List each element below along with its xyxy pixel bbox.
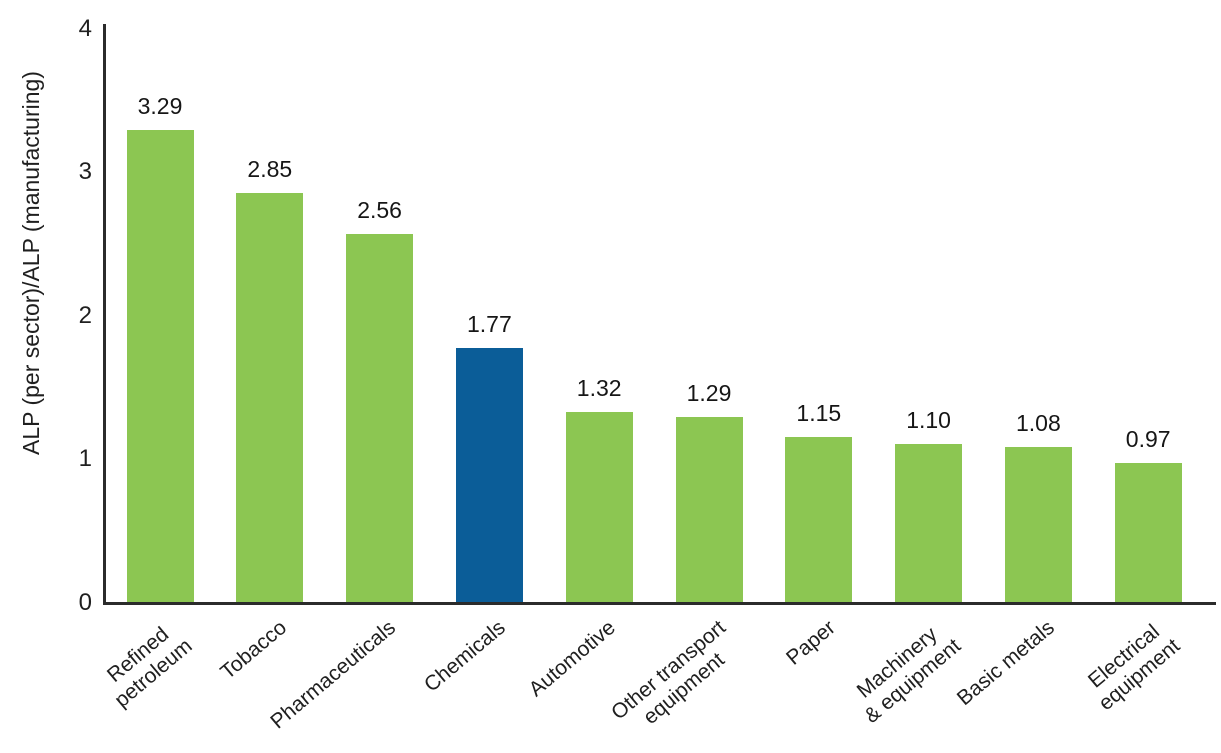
y-axis-line [103,24,106,605]
bar-refined-petroleum [126,130,194,602]
bar-value-label: 1.77 [467,311,512,337]
bar-value-label: 1.15 [796,400,842,426]
bar-basic-metals [1004,447,1072,602]
bar-value-label: 1.29 [686,380,732,406]
bar-other-transport-equipment [675,417,743,602]
bar-value-label: 2.85 [247,156,293,182]
bar-value-label: 3.29 [137,93,183,119]
bar-paper [785,437,853,602]
bar-electrical-equipment [1114,463,1182,602]
bar-value-label: 1.10 [906,407,951,433]
x-axis-label: Basic metals [953,616,1060,711]
x-axis-label: Other transport equipment [607,616,746,744]
bar-value-label: 1.08 [1016,410,1061,436]
x-axis-label-line: Paper [781,616,840,670]
bar-value-label: 0.97 [1125,426,1171,452]
x-axis-line [103,602,1216,605]
y-axis-tick-label: 1 [78,445,92,473]
bar-pharmaceuticals [346,234,414,602]
x-axis-label: Automotive [525,616,621,702]
x-axis-label: Chemicals [420,616,511,697]
bar-automotive [565,412,633,602]
x-axis-label-line: Tobacco [215,616,291,684]
y-axis-tick-label: 3 [78,158,92,186]
bar-value-label: 1.32 [576,375,622,401]
bar-chemicals [455,348,523,602]
x-axis-label-line: Basic metals [953,616,1060,711]
y-axis-tick-label: 4 [78,14,92,42]
x-axis-label: Refined petroleum [94,616,197,713]
x-axis-label: Paper [782,616,840,670]
x-axis-label: Machinery & equipment [844,616,965,729]
bar-machinery-equipment [895,444,963,602]
y-axis-tick-label: 2 [78,301,92,329]
x-axis-label: Tobacco [216,616,291,685]
y-axis-tick-label: 0 [78,589,92,616]
x-axis-label-line: Automotive [524,616,620,702]
bar-value-label: 2.56 [357,197,402,223]
y-axis-title: ALP (per sector)/ALP (manufacturing) [18,71,44,455]
x-axis-label: Electrical equipment [1079,616,1185,716]
x-axis-label-line: Chemicals [420,616,511,697]
bar-tobacco [236,193,304,602]
